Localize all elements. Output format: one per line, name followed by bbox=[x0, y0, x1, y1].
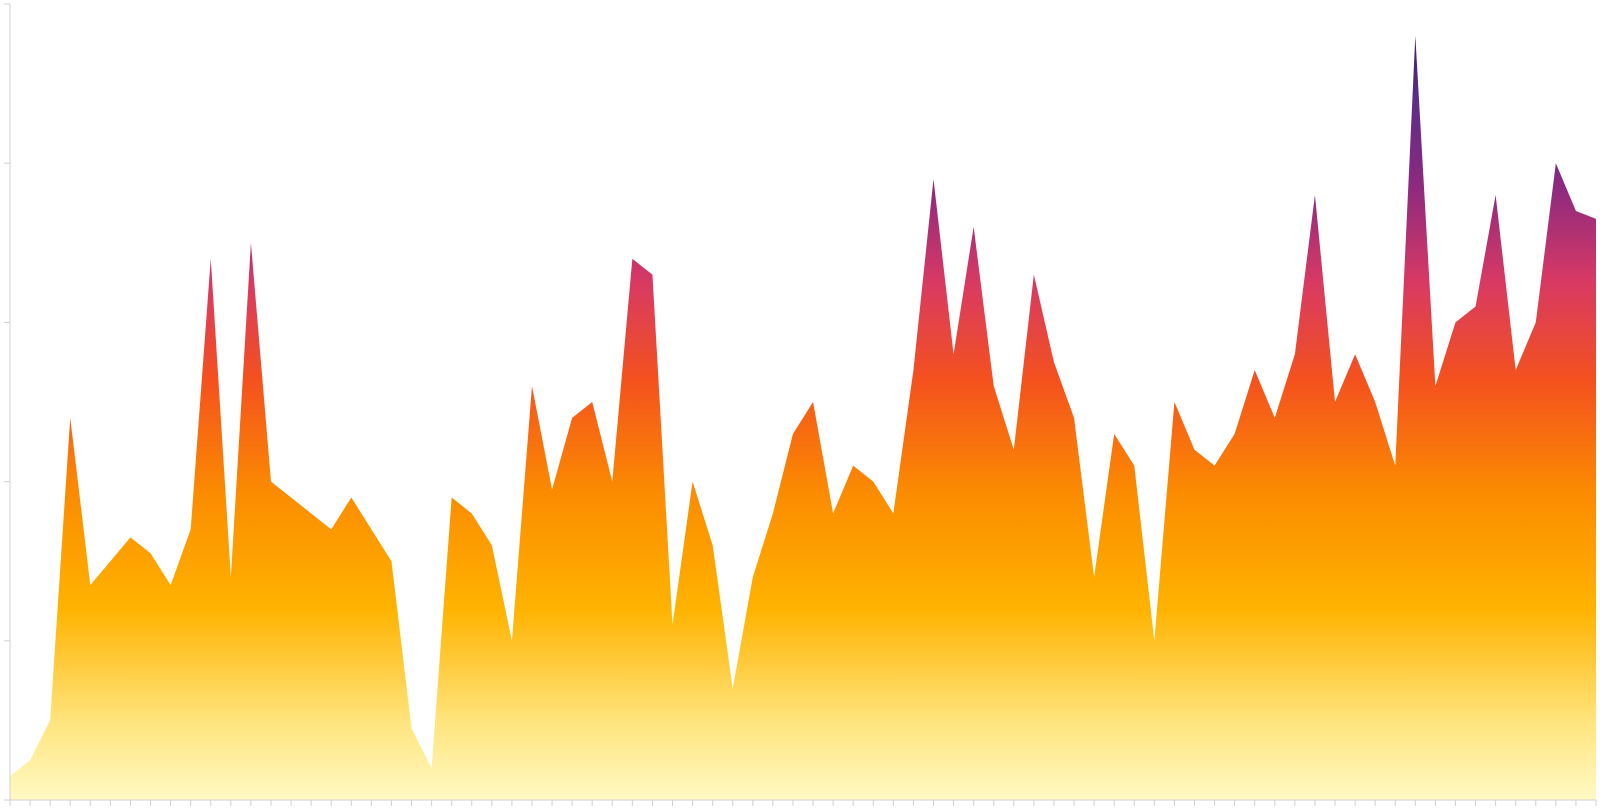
area-chart bbox=[0, 0, 1600, 809]
area-series bbox=[10, 36, 1596, 800]
chart-svg bbox=[0, 0, 1600, 809]
